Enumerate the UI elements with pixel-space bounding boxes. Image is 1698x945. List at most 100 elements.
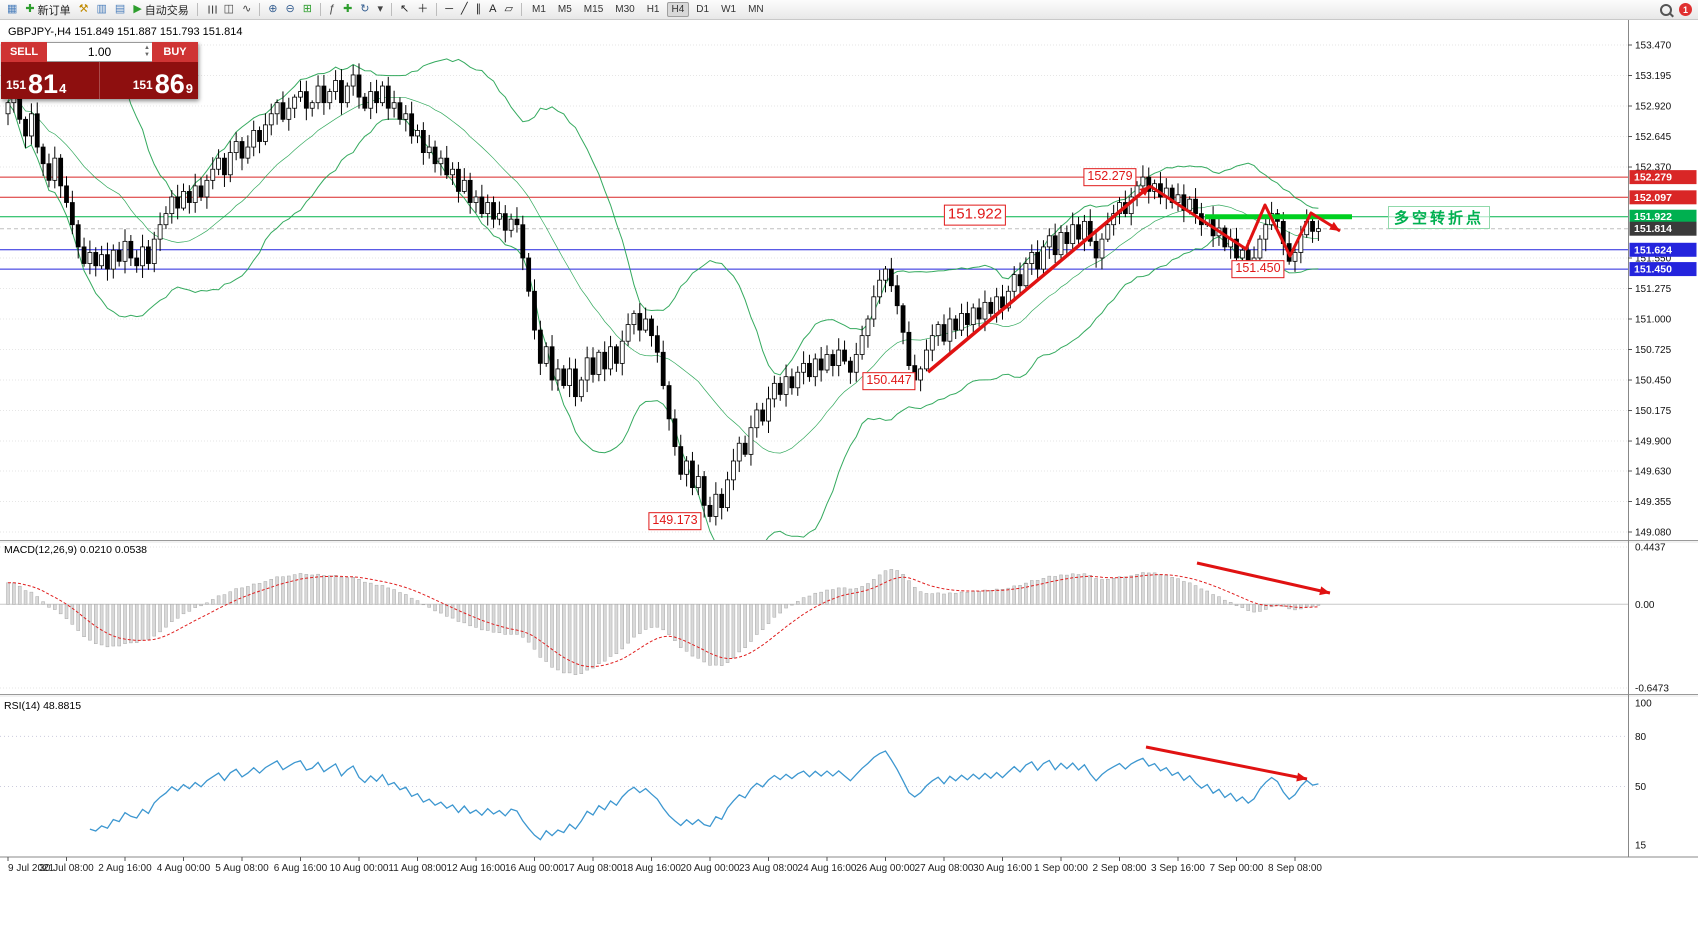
buy-price[interactable]: 151 86 9 <box>100 62 198 99</box>
data-window-icon[interactable]: ▤ <box>112 2 128 18</box>
volume-stepper[interactable]: ▲ ▼ <box>144 45 150 58</box>
new-order-button[interactable]: ✚ 新订单 <box>22 2 73 18</box>
timeframe-button-m30[interactable]: M30 <box>615 4 635 15</box>
toolbar: ▦ ✚ 新订单 ⚒ ▥ ▤ ▶ 自动交易 ☰ ◫ ∿ ⊕ ⊖ ⊞ ƒ ✚ ↻ ▾ ↖ ＋ ─ ╱ ∥ A ▱ M1 M5 M15 M30… <box>0 0 1698 20</box>
shapes-tool-icon-glyph: ▱ <box>504 3 513 15</box>
svg-text:7 Sep 00:00: 7 Sep 00:00 <box>1210 863 1264 874</box>
template-icon[interactable]: ▾ <box>375 2 387 18</box>
turning-point-label[interactable]: 多空转折点 <box>1388 206 1491 229</box>
line-chart-icon-glyph: ∿ <box>242 3 252 15</box>
buy-price-base: 151 <box>132 78 153 92</box>
volume-input[interactable]: 1.00 ▲ ▼ <box>47 42 152 62</box>
svg-text:26 Aug 00:00: 26 Aug 00:00 <box>856 863 915 874</box>
svg-text:150.175: 150.175 <box>1635 406 1672 417</box>
svg-text:151.275: 151.275 <box>1635 284 1672 295</box>
svg-text:10 Aug 00:00: 10 Aug 00:00 <box>330 863 389 874</box>
svg-text:152.279: 152.279 <box>1634 172 1672 184</box>
svg-text:149.355: 149.355 <box>1635 497 1672 508</box>
svg-text:12 Aug 16:00: 12 Aug 16:00 <box>447 863 506 874</box>
chart-window-icon-glyph: ▦ <box>7 3 18 15</box>
sell-price-base: 151 <box>6 78 27 92</box>
channel-tool-icon-glyph: ∥ <box>475 3 482 15</box>
timeframe-button-mn[interactable]: MN <box>748 4 764 15</box>
svg-text:-0.6473: -0.6473 <box>1635 684 1669 695</box>
timeframe-button-w1[interactable]: W1 <box>721 4 737 15</box>
timeframe-button-m1[interactable]: M1 <box>531 4 546 15</box>
svg-text:18 Aug 16:00: 18 Aug 16:00 <box>622 863 681 874</box>
annotation-price-label[interactable]: 151.450 <box>1231 260 1285 278</box>
annotation-price-label[interactable]: 151.922 <box>943 204 1007 226</box>
zoom-out-icon[interactable]: ⊖ <box>283 2 298 18</box>
toolbar-separator <box>319 3 321 16</box>
data-window-icon-glyph: ▤ <box>114 3 126 15</box>
new-order-button-label: 新订单 <box>37 4 71 17</box>
tile-windows-icon[interactable]: ⊞ <box>300 2 315 18</box>
trendline-tool-icon[interactable]: ╱ <box>458 2 471 18</box>
tile-windows-icon-glyph: ⊞ <box>302 3 312 15</box>
svg-text:153.470: 153.470 <box>1635 41 1672 52</box>
crosshair-icon[interactable]: ＋ <box>414 2 431 18</box>
toolbar-right: 1 <box>1660 3 1694 16</box>
svg-text:30 Jul 08:00: 30 Jul 08:00 <box>39 863 94 874</box>
buy-price-pips: 86 <box>154 69 185 100</box>
svg-text:152.097: 152.097 <box>1634 192 1672 204</box>
market-watch-icon[interactable]: ▥ <box>94 2 110 18</box>
crosshair-icon-glyph: ＋ <box>417 3 429 15</box>
svg-text:5 Aug 08:00: 5 Aug 08:00 <box>215 863 269 874</box>
svg-text:1 Sep 00:00: 1 Sep 00:00 <box>1034 863 1088 874</box>
svg-text:151.814: 151.814 <box>1634 223 1672 235</box>
template-icon-glyph: ▾ <box>377 3 384 15</box>
add-indicator-icon[interactable]: ✚ <box>340 2 355 18</box>
sell-button[interactable]: SELL <box>1 42 47 62</box>
annotation-price-label[interactable]: 149.173 <box>648 512 702 530</box>
annotation-price-label[interactable]: 152.279 <box>1083 168 1137 186</box>
svg-text:150.725: 150.725 <box>1635 345 1672 356</box>
svg-text:50: 50 <box>1635 782 1647 793</box>
channel-tool-icon[interactable]: ∥ <box>473 2 485 18</box>
svg-text:151.450: 151.450 <box>1634 264 1672 276</box>
indicators-list-icon[interactable]: ƒ <box>326 2 338 18</box>
one-click-trading-panel: SELL 1.00 ▲ ▼ BUY 151 81 4 151 86 9 <box>1 42 198 99</box>
new-order-glyph: ✚ <box>25 3 35 15</box>
candle-chart-icon[interactable]: ◫ <box>221 2 237 18</box>
cursor-icon[interactable]: ↖ <box>397 2 412 18</box>
bar-chart-icon[interactable]: ☰ <box>203 2 219 18</box>
candle-chart-icon-glyph: ◫ <box>223 3 235 15</box>
timeframe-button-m15[interactable]: M15 <box>583 4 604 15</box>
tools-icon-glyph: ⚒ <box>78 3 89 15</box>
svg-text:3 Sep 16:00: 3 Sep 16:00 <box>1151 863 1205 874</box>
buy-price-point: 9 <box>185 81 193 96</box>
annotation-price-label[interactable]: 150.447 <box>862 372 916 390</box>
macd-label: MACD(12,26,9) 0.0210 0.0538 <box>4 544 148 556</box>
hline-tool-icon-glyph: ─ <box>445 3 454 15</box>
notification-badge[interactable]: 1 <box>1679 3 1692 16</box>
autotrading-button[interactable]: ▶ 自动交易 <box>130 2 191 18</box>
timeframe-button-m5[interactable]: M5 <box>557 4 572 15</box>
chart-window-icon[interactable]: ▦ <box>4 2 20 18</box>
sell-price[interactable]: 151 81 4 <box>1 62 99 99</box>
svg-text:17 Aug 08:00: 17 Aug 08:00 <box>564 863 623 874</box>
zoom-in-icon-glyph: ⊕ <box>268 3 278 15</box>
svg-text:80: 80 <box>1635 732 1647 743</box>
hline-tool-icon[interactable]: ─ <box>442 2 456 18</box>
timeframe-button-d1[interactable]: D1 <box>696 4 710 15</box>
buy-button[interactable]: BUY <box>152 42 198 62</box>
tools-icon[interactable]: ⚒ <box>76 2 92 18</box>
price-divider <box>99 62 100 99</box>
zoom-in-icon[interactable]: ⊕ <box>265 2 280 18</box>
svg-text:152.370: 152.370 <box>1635 163 1672 174</box>
svg-text:27 Aug 08:00: 27 Aug 08:00 <box>915 863 974 874</box>
svg-text:2 Aug 16:00: 2 Aug 16:00 <box>98 863 152 874</box>
shapes-tool-icon[interactable]: ▱ <box>502 2 516 18</box>
period-cycles-icon[interactable]: ↻ <box>357 2 372 18</box>
timeframe-button-h4[interactable]: H4 <box>666 2 690 17</box>
text-tool-icon[interactable]: A <box>486 2 499 18</box>
svg-text:30 Aug 16:00: 30 Aug 16:00 <box>973 863 1032 874</box>
line-chart-icon[interactable]: ∿ <box>239 2 254 18</box>
timeframe-button-h1[interactable]: H1 <box>646 4 660 15</box>
svg-text:149.080: 149.080 <box>1635 528 1672 539</box>
svg-text:16 Aug 00:00: 16 Aug 00:00 <box>505 863 564 874</box>
price-chart-canvas[interactable]: 153.470 153.195 152.920 152.645 152.370 151.5… <box>0 20 1698 945</box>
search-icon[interactable] <box>1660 3 1672 16</box>
